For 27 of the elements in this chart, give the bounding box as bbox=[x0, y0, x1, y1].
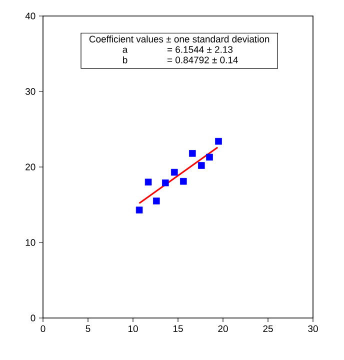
annotation: a bbox=[122, 48, 128, 53]
y-tick-label: 10 bbox=[26, 239, 36, 246]
y-tick-label: 0 bbox=[30, 314, 36, 322]
point bbox=[198, 162, 205, 169]
annotation: = 6.1544 ± 2.13 bbox=[167, 46, 233, 53]
annotation: = 0.84792 ± 0.14 bbox=[167, 56, 238, 64]
x-tick-label: 10 bbox=[128, 325, 138, 332]
annotation: Coefficient values ± one standard deviation bbox=[89, 36, 270, 42]
annotation: b bbox=[122, 56, 128, 64]
point bbox=[206, 154, 213, 161]
point bbox=[215, 138, 222, 145]
x-tick-label: 5 bbox=[86, 325, 90, 332]
x-tick-label: 30 bbox=[308, 325, 318, 332]
point bbox=[162, 179, 169, 186]
point bbox=[180, 178, 187, 185]
point bbox=[136, 206, 143, 214]
x-tick-label: 25 bbox=[263, 325, 273, 332]
x-tick-label: 0 bbox=[40, 325, 46, 332]
point bbox=[189, 150, 196, 157]
point bbox=[171, 168, 178, 176]
point bbox=[153, 198, 160, 204]
point bbox=[144, 178, 152, 186]
y-tick-label: 20 bbox=[26, 164, 36, 170]
y-tick-label: 40 bbox=[25, 12, 36, 20]
x-tick-label: 15 bbox=[173, 325, 183, 332]
x-tick-label: 20 bbox=[218, 325, 228, 332]
y-tick-label: 30 bbox=[25, 88, 36, 95]
